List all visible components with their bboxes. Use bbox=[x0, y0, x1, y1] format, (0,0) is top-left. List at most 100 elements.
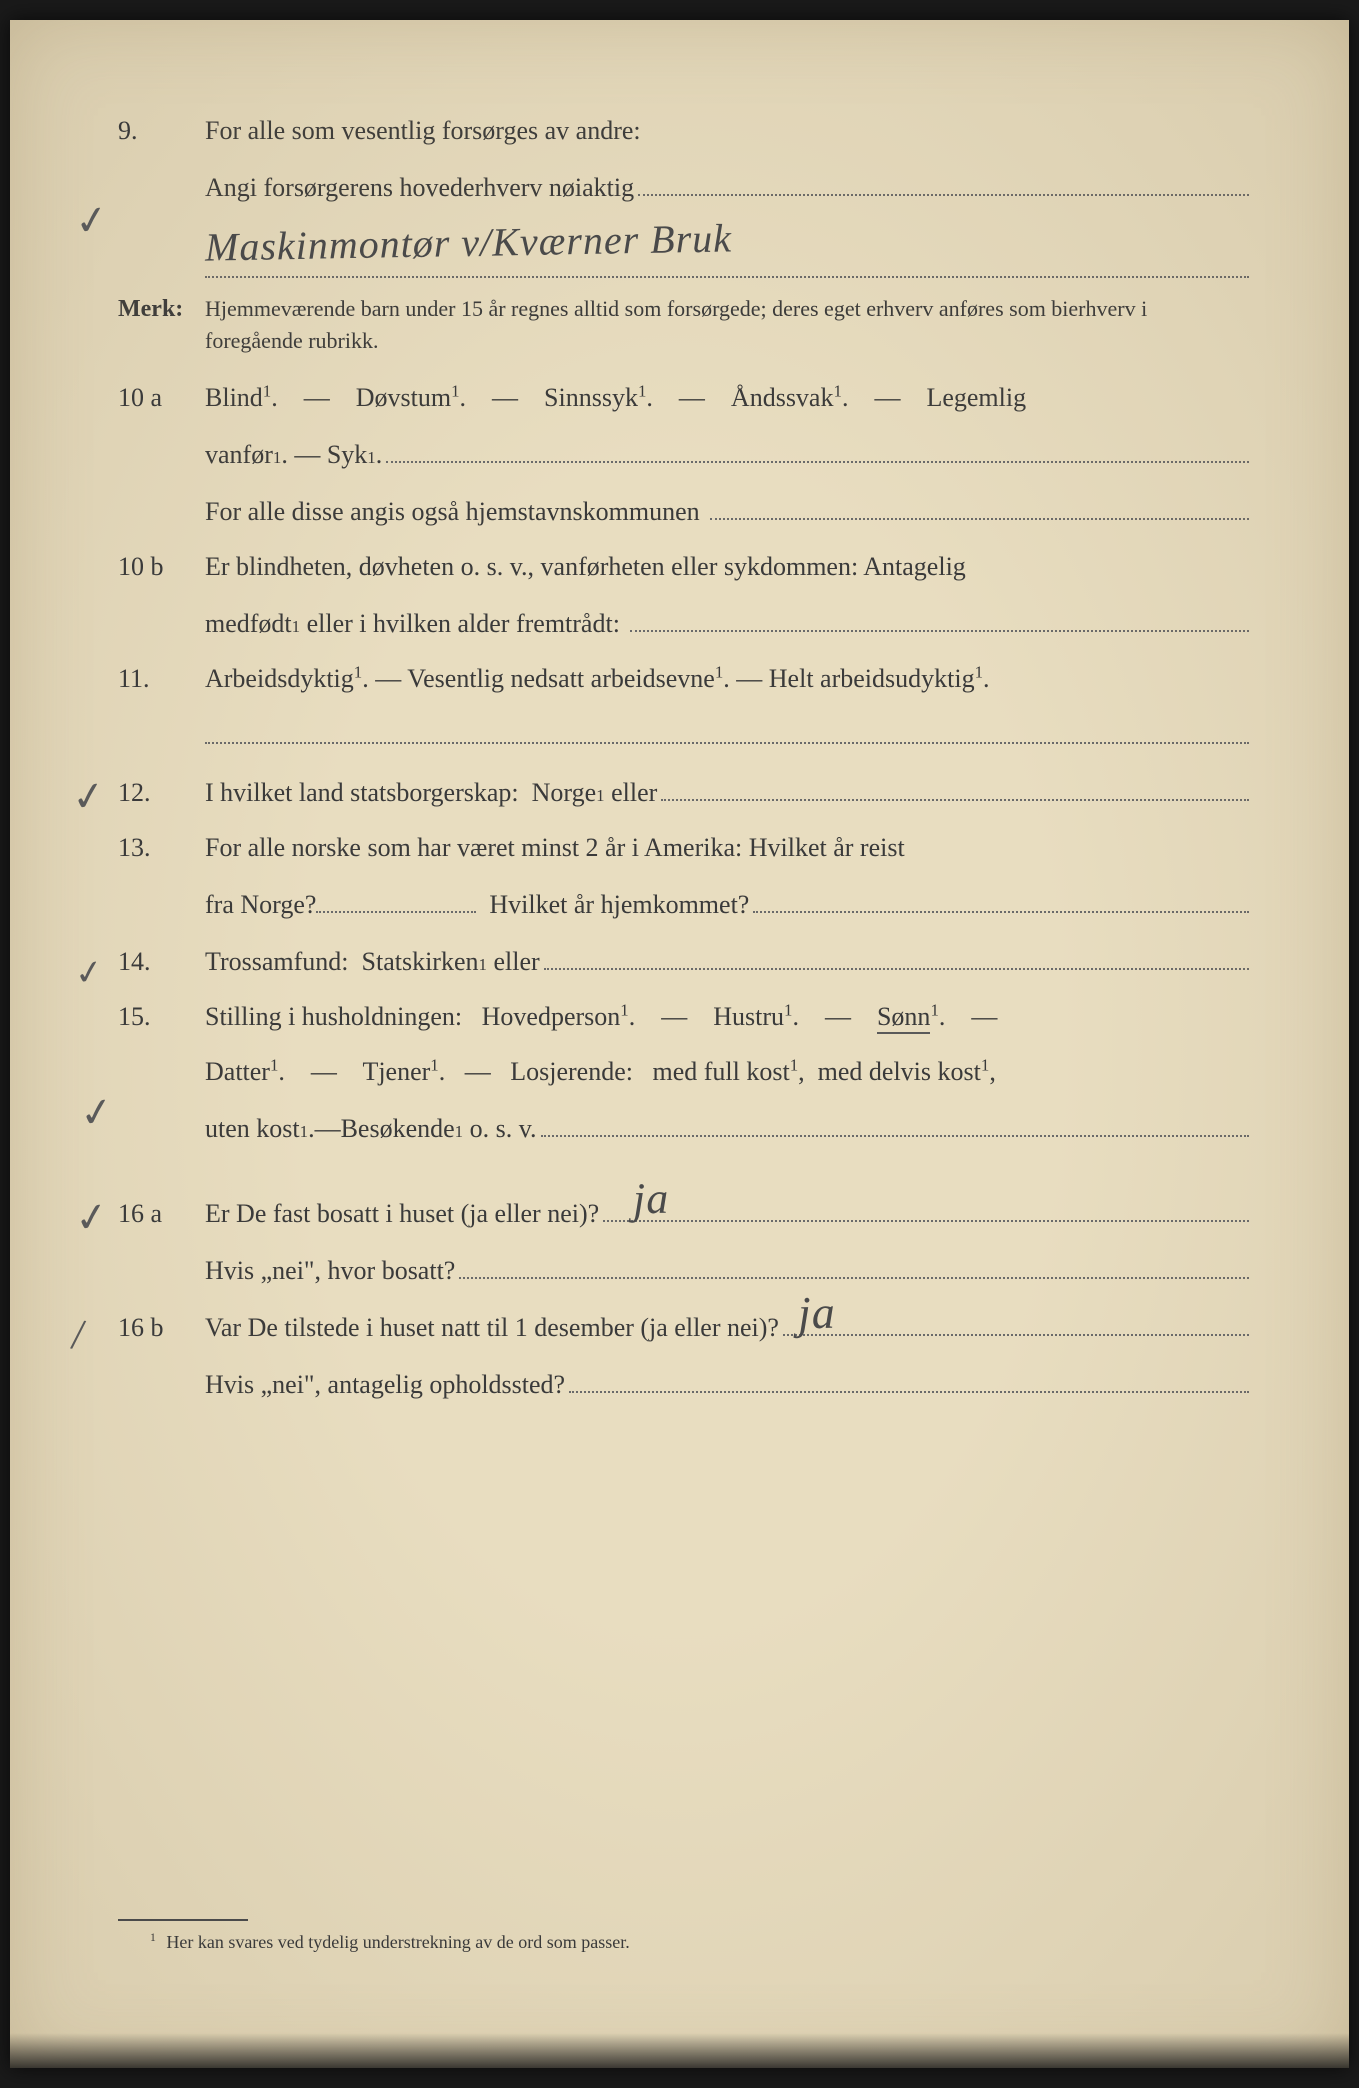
q11-p2: Vesentlig nedsatt arbeidsevne bbox=[407, 664, 715, 693]
q10b-l2a: medfødt bbox=[205, 603, 292, 646]
q16a-dotted2 bbox=[459, 1248, 1249, 1279]
q16b-dotted: ja bbox=[783, 1305, 1249, 1336]
q10b-row1: 10 b Er blindheten, døvheten o. s. v., v… bbox=[110, 546, 1249, 589]
q14-opt1: Statskirken bbox=[362, 941, 479, 984]
q16b-content: Var De tilstede i huset natt til 1 desem… bbox=[205, 1305, 1249, 1350]
q16a-row1: ✓ 16 a Er De fast bosatt i huset (ja ell… bbox=[110, 1191, 1249, 1236]
q15-l2-o4: med delvis kost bbox=[818, 1057, 981, 1086]
q15-content3: uten kost1. — Besøkende1 o. s. v. bbox=[205, 1106, 1249, 1151]
q10a-l2b: Syk bbox=[327, 434, 367, 477]
q10a-row2: vanfør1. — Syk1. bbox=[110, 432, 1249, 477]
census-form-page: 9. For alle som vesentlig forsørges av a… bbox=[10, 20, 1349, 2068]
q15-num: 15. bbox=[110, 996, 205, 1039]
q10a-p4: Åndssvak bbox=[731, 383, 834, 412]
q12-content: I hvilket land statsborgerskap: Norge1 e… bbox=[205, 770, 1249, 815]
q9-dotted1 bbox=[638, 165, 1249, 196]
q9-num: 9. bbox=[110, 110, 205, 153]
q16a-dotted: ja bbox=[603, 1191, 1249, 1222]
q9-line2: Angi forsørgerens hovederhverv nøiaktig bbox=[205, 167, 634, 210]
q15-l3-o2: Besøkende bbox=[341, 1108, 455, 1151]
q16b-content2: Hvis „nei", antagelig opholdssted? bbox=[205, 1362, 1249, 1407]
q12-dotted bbox=[661, 770, 1249, 801]
q15-row3: uten kost1. — Besøkende1 o. s. v. bbox=[110, 1106, 1249, 1151]
q16b-row2: Hvis „nei", antagelig opholdssted? bbox=[110, 1362, 1249, 1407]
q15-l2-o2: Tjener bbox=[362, 1057, 430, 1086]
q10a-content1: Blind1. — Døvstum1. — Sinnssyk1. — Åndss… bbox=[205, 377, 1249, 420]
q12-row: ✓ 12. I hvilket land statsborgerskap: No… bbox=[110, 770, 1249, 815]
q10a-p5: Legemlig bbox=[926, 383, 1026, 412]
q16b-checkmark: / bbox=[67, 1299, 89, 1373]
q10a-l2a: vanfør bbox=[205, 434, 273, 477]
q9-row1: 9. For alle som vesentlig forsørges av a… bbox=[110, 110, 1249, 153]
q10a-l3: For alle disse angis også hjemstavnskomm… bbox=[205, 491, 700, 534]
merk-row: Merk: Hjemmeværende barn under 15 år reg… bbox=[110, 290, 1249, 357]
q11-content: Arbeidsdyktig1. — Vesentlig nedsatt arbe… bbox=[205, 658, 1249, 701]
q15-l2-o3: med full kost bbox=[652, 1057, 789, 1086]
q10a-content2: vanfør1. — Syk1. bbox=[205, 432, 1249, 477]
q10b-l2b: eller i hvilken alder fremtrådt: bbox=[307, 603, 620, 646]
q15-l3-txt: o. s. v. bbox=[470, 1108, 537, 1151]
q10a-p1: Blind bbox=[205, 383, 263, 412]
q11-p3: Helt arbeidsudyktig bbox=[769, 664, 975, 693]
q14-content: Trossamfund: Statskirken1 eller bbox=[205, 939, 1249, 984]
q10a-num: 10 a bbox=[110, 377, 205, 420]
q16a-content2: Hvis „nei", hvor bosatt? bbox=[205, 1248, 1249, 1293]
q15-l2-o1: Datter bbox=[205, 1057, 270, 1086]
q14-num: ✓ 14. bbox=[110, 941, 205, 984]
q10a-content3: For alle disse angis også hjemstavnskomm… bbox=[205, 489, 1249, 534]
q11-dotted-row bbox=[110, 713, 1249, 744]
q9-answer-row: Maskinmontør v/Kværner Bruk bbox=[110, 210, 1249, 278]
q16a-num: ✓ 16 a bbox=[110, 1193, 205, 1236]
q15-text: Stilling i husholdningen: bbox=[205, 1002, 462, 1031]
q12-opt1: Norge bbox=[532, 772, 597, 815]
q16b-l2: Hvis „nei", antagelig opholdssted? bbox=[205, 1364, 565, 1407]
q15-opt2: Hustru bbox=[713, 1002, 784, 1031]
q15-opt1: Hovedperson bbox=[482, 1002, 621, 1031]
q16a-l2: Hvis „nei", hvor bosatt? bbox=[205, 1250, 455, 1293]
q15-row2: ✓ Datter1. — Tjener1. — Losjerende: med … bbox=[110, 1051, 1249, 1094]
q9-answer-line: Maskinmontør v/Kværner Bruk bbox=[205, 210, 1249, 278]
q13-l2a: fra Norge? bbox=[205, 884, 316, 927]
q16b-answer: ja bbox=[797, 1275, 836, 1352]
q13-dotted1 bbox=[316, 882, 476, 913]
q11-row: 11. Arbeidsdyktig1. — Vesentlig nedsatt … bbox=[110, 658, 1249, 701]
q13-content2: fra Norge? Hvilket år hjemkommet? bbox=[205, 882, 1249, 927]
q16a-row2: Hvis „nei", hvor bosatt? bbox=[110, 1248, 1249, 1293]
q13-num: 13. bbox=[110, 827, 205, 870]
q15-checkmark: ✓ bbox=[76, 1078, 118, 1148]
q14-dotted bbox=[544, 939, 1249, 970]
q9-line2-wrap: Angi forsørgerens hovederhverv nøiaktig bbox=[205, 165, 1249, 210]
q16b-num: / 16 b bbox=[110, 1307, 205, 1350]
q10a-p2: Døvstum bbox=[356, 383, 451, 412]
q16a-answer: ja bbox=[633, 1163, 670, 1236]
q12-num: ✓ 12. bbox=[110, 772, 205, 815]
q15-l2-txt: Losjerende: bbox=[510, 1057, 633, 1086]
q14-opt2: eller bbox=[493, 941, 539, 984]
q11-p1: Arbeidsdyktig bbox=[205, 664, 354, 693]
q10b-dotted bbox=[630, 601, 1249, 632]
q13-dotted2 bbox=[753, 882, 1249, 913]
q10b-content2: medfødt1 eller i hvilken alder fremtrådt… bbox=[205, 601, 1249, 646]
q10a-row1: 10 a Blind1. — Døvstum1. — Sinnssyk1. — … bbox=[110, 377, 1249, 420]
q11-num: 11. bbox=[110, 658, 205, 701]
q14-row: ✓ 14. Trossamfund: Statskirken1 eller bbox=[110, 939, 1249, 984]
q10a-dotted2 bbox=[710, 489, 1249, 520]
q16a-content: Er De fast bosatt i huset (ja eller nei)… bbox=[205, 1191, 1249, 1236]
footnote-text: 1 Her kan svares ved tydelig understrekn… bbox=[110, 1931, 1249, 1953]
merk-label: Merk: bbox=[110, 290, 205, 330]
q13-row2: fra Norge? Hvilket år hjemkommet? bbox=[110, 882, 1249, 927]
q15-content2: Datter1. — Tjener1. — Losjerende: med fu… bbox=[205, 1051, 1249, 1094]
q16b-dotted2 bbox=[569, 1362, 1249, 1393]
q10b-text: Er blindheten, døvheten o. s. v., vanfør… bbox=[205, 546, 1249, 589]
q16b-row1: / 16 b Var De tilstede i huset natt til … bbox=[110, 1305, 1249, 1350]
q9-answer: Maskinmontør v/Kværner Bruk bbox=[204, 205, 732, 280]
q9-text: For alle som vesentlig forsørges av andr… bbox=[205, 110, 1249, 153]
q10a-row3: For alle disse angis også hjemstavnskomm… bbox=[110, 489, 1249, 534]
footnote-block: 1 Her kan svares ved tydelig understrekn… bbox=[110, 1919, 1249, 1953]
q14-checkmark: ✓ bbox=[71, 944, 107, 1004]
q10b-num: 10 b bbox=[110, 546, 205, 589]
q13-text: For alle norske som har været minst 2 år… bbox=[205, 827, 1249, 870]
q10b-row2: medfødt1 eller i hvilken alder fremtrådt… bbox=[110, 601, 1249, 646]
q15-opt3-underlined: Sønn bbox=[877, 1002, 930, 1034]
q12-opt2: eller bbox=[611, 772, 657, 815]
